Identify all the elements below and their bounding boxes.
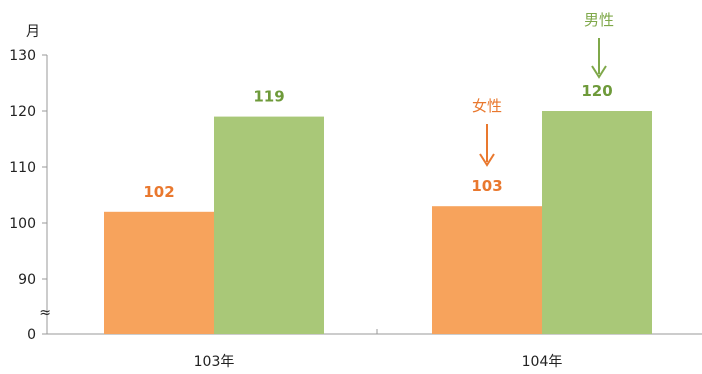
axis-break-symbol: ≈ [39, 305, 51, 321]
y-tick-label: 90 [18, 272, 36, 288]
y-tick-110: 110 [9, 160, 47, 176]
y-tick-label: 0 [27, 327, 36, 343]
y-axis-unit-label: 月 [26, 24, 40, 40]
bars [104, 111, 652, 334]
annotation-female-label: 女性 [472, 97, 502, 115]
y-tick-130: 130 [9, 48, 47, 64]
y-tick-label: 130 [9, 48, 36, 64]
y-tick-label: 110 [9, 160, 36, 176]
y-tick-90: 90 [18, 272, 47, 288]
value-labels: 102 119 103 120 [143, 82, 612, 201]
value-label-女性-103年: 102 [143, 183, 174, 201]
x-category-label-103: 103年 [194, 354, 235, 370]
x-category-label-104: 104年 [522, 354, 563, 370]
bar-女性-103年 [104, 211, 214, 334]
value-label-男性-103年: 119 [253, 88, 284, 106]
annotation-female: 女性 [472, 97, 502, 167]
annotation-male-label: 男性 [584, 11, 614, 29]
bar-男性-104年 [542, 111, 652, 334]
bar-男性-103年 [214, 116, 324, 334]
y-tick-100: 100 [9, 216, 47, 232]
bar-女性-104年 [432, 206, 542, 334]
y-tick-label: 100 [9, 216, 36, 232]
y-tick-120: 120 [9, 104, 47, 120]
annotation-male-arrow-head [591, 65, 607, 79]
annotation-male: 男性 [584, 11, 614, 79]
annotation-female-arrow-head [479, 153, 495, 167]
y-ticks: 130 120 110 100 90 0 [9, 48, 47, 343]
value-label-女性-104年: 103 [471, 177, 502, 195]
y-tick-label: 120 [9, 104, 36, 120]
y-tick-0: 0 [27, 327, 47, 343]
value-label-男性-104年: 120 [581, 82, 612, 100]
